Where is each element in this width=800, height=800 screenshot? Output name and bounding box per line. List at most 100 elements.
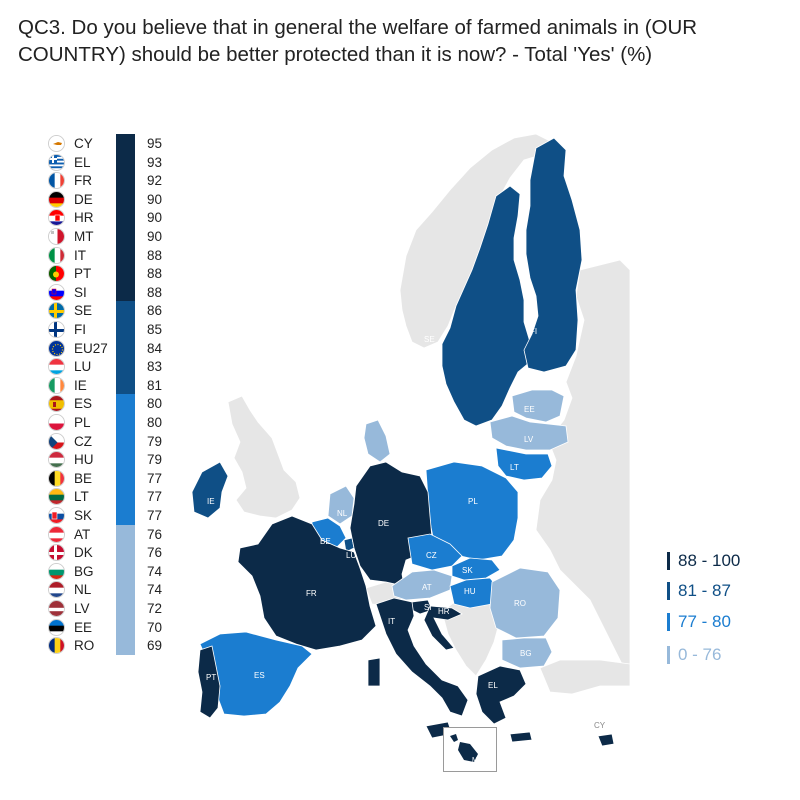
map-label-ie: IE [207,497,215,506]
value-swatch [116,599,135,618]
hr-flag-icon [48,209,65,227]
country-code: HR [74,210,94,226]
country-value: 74 [147,582,163,598]
country-value: 88 [147,266,163,282]
country-row-at: AT 76 [48,524,188,544]
country-row-si: SI 88 [48,282,188,302]
country-code: FI [74,322,86,337]
key-swatch [667,582,670,600]
value-swatch [116,450,135,469]
country-value: 95 [147,136,163,151]
lithuania-region [495,447,553,481]
dk-flag-icon [48,544,65,562]
country-value: 76 [147,545,163,561]
portugal-region [197,645,221,719]
value-swatch [116,320,135,339]
map-label-de: DE [378,519,389,528]
country-row-lv: LV 72 [48,599,188,618]
value-swatch [116,282,135,302]
austria-region [391,569,453,601]
key-label: 0 - 76 [678,645,722,664]
eu-member-states [191,137,615,757]
finland-region [523,137,583,373]
hu-flag-icon [48,451,65,469]
country-code: IE [74,377,87,393]
value-swatch [116,152,135,172]
estonia-region [511,389,565,423]
value-swatch [116,580,135,599]
country-code: DE [74,191,93,207]
map-label-ro: RO [514,599,526,608]
czechia-region [407,533,463,571]
country-row-lt: LT 77 [48,487,188,506]
country-row-dk: DK 76 [48,543,188,562]
sweden-region [441,185,531,427]
it-flag-icon [48,246,65,264]
map-label-lv: LV [524,435,534,444]
croatia-region [423,605,463,651]
country-value: 88 [147,247,163,263]
map-label-pt: PT [206,673,216,682]
country-code: PT [74,266,92,282]
country-value: 90 [147,210,163,226]
germany-region [349,461,433,587]
country-row-lu: LU 83 [48,357,188,376]
value-swatch [116,468,135,488]
map-label-pl: PL [468,497,478,506]
value-swatch [116,487,135,506]
value-swatch [116,561,135,581]
country-code: LU [74,359,92,375]
netherlands-region [327,485,355,525]
map-label-it: IT [388,617,395,626]
country-code: PL [74,415,91,430]
value-swatch [116,394,135,413]
country-value: 80 [147,415,163,430]
ee-flag-icon [48,618,65,636]
country-row-be: BE 77 [48,468,188,488]
country-code: AT [74,526,91,542]
turkey-region [539,659,630,695]
lu-flag-icon [48,358,65,376]
country-row-cz: CZ 79 [48,431,188,451]
se-flag-icon [48,302,65,320]
map-label-el: EL [488,681,498,690]
country-value: 79 [147,452,163,468]
eu-choropleth-map: SE FI EE LV LT PL IE NL BE LU DE CZ SK A… [191,133,630,757]
country-row-pl: PL 80 [48,413,188,432]
map-label-fi: FI [530,327,537,336]
country-value: 92 [147,173,163,189]
map-label-cz: CZ [426,551,437,560]
non-eu-regions [227,133,630,695]
value-swatch [116,171,135,190]
mt-flag-icon [48,228,65,245]
country-row-el: EL 93 [48,152,188,172]
map-label-fr: FR [306,589,317,598]
map-label-hr: HR [438,607,450,616]
key-item-2: 77 - 80 [667,611,787,633]
country-value: 81 [147,377,163,393]
country-value: 90 [147,191,163,207]
country-row-mt: MT 90 [48,227,188,246]
map-label-ee: EE [524,405,535,414]
map-label-se: SE [424,335,435,344]
country-value: 72 [147,601,163,616]
country-value: 86 [147,303,163,319]
map-label-be: BE [320,537,331,546]
uk-region [227,395,301,519]
value-swatch [116,617,135,637]
country-value: 83 [147,359,163,375]
bg-flag-icon [48,562,65,580]
country-value: 88 [147,284,163,300]
malta-inset: MT [443,727,497,772]
country-code: LV [74,601,90,616]
country-value: 93 [147,154,163,170]
country-row-de: DE 90 [48,189,188,209]
map-label-lu: LU [346,551,356,560]
country-row-it: IT 88 [48,245,188,265]
value-swatch [116,506,135,525]
ireland-region [191,461,229,519]
country-value: 84 [147,340,163,356]
country-code: FR [74,173,92,189]
el-flag-icon [48,153,65,171]
key-label: 81 - 87 [678,581,731,600]
